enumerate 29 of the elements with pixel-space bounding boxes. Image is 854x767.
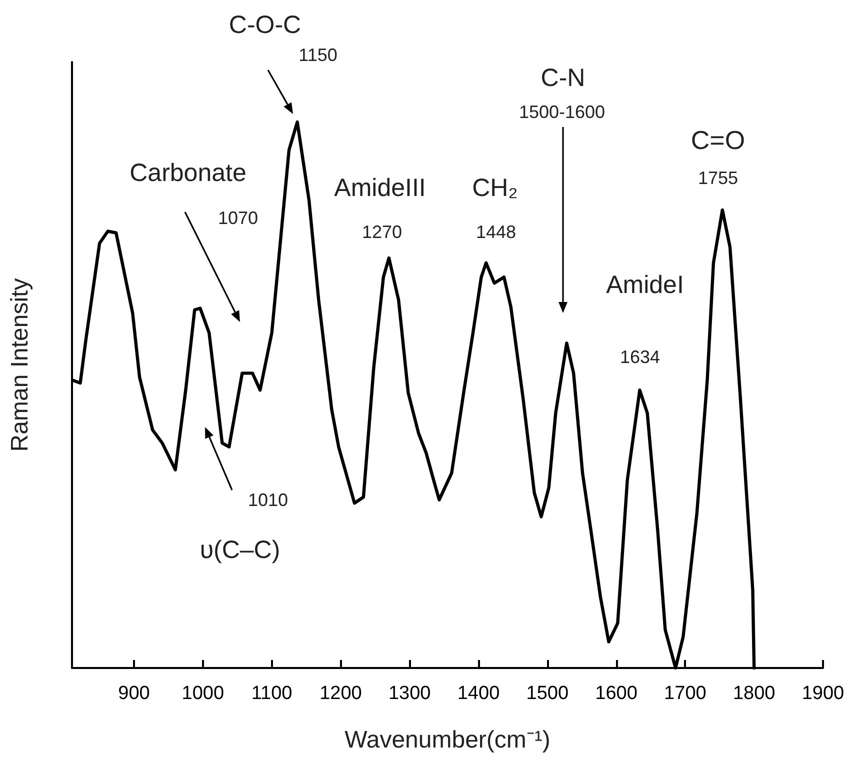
annotation: 1270 [362, 222, 402, 242]
x-tick-label: 1700 [664, 683, 706, 704]
x-tick-label: 1400 [457, 683, 500, 704]
x-tick-label: 1800 [732, 683, 776, 704]
x-tick-label: 1100 [251, 683, 292, 704]
annotation: 1010 [248, 490, 288, 510]
x-tick-label: 1500 [526, 683, 569, 704]
text: 1500-1600 [518, 102, 606, 122]
annotation: CH₂ [472, 174, 518, 202]
annotation: 1070 [218, 208, 258, 228]
annotation: 1634 [620, 347, 660, 367]
x-tick-label: 1300 [388, 683, 431, 704]
annotation: 1448 [476, 222, 516, 242]
x-tick-label: 900 [118, 683, 150, 704]
annotation: υ(C–C) [200, 536, 280, 564]
x-axis-title: Wavenumber(cm⁻¹) [344, 726, 550, 754]
text: C-N [540, 64, 586, 92]
x-tick-label: 1000 [182, 683, 224, 704]
x-tick-label: 1200 [320, 683, 362, 704]
annotation: C=O [690, 125, 746, 155]
annotation: AmideIII [334, 174, 426, 202]
x-tick-label: 1900 [802, 683, 844, 704]
annotation: AmideI [606, 271, 684, 299]
text: 1150 [298, 45, 338, 65]
annotation: 1755 [698, 168, 738, 188]
x-tick-label: 1600 [595, 683, 638, 704]
y-axis-title: Raman Intensity [6, 278, 34, 452]
text: C-O-C [228, 11, 302, 39]
annotation: Carbonate [130, 159, 246, 187]
